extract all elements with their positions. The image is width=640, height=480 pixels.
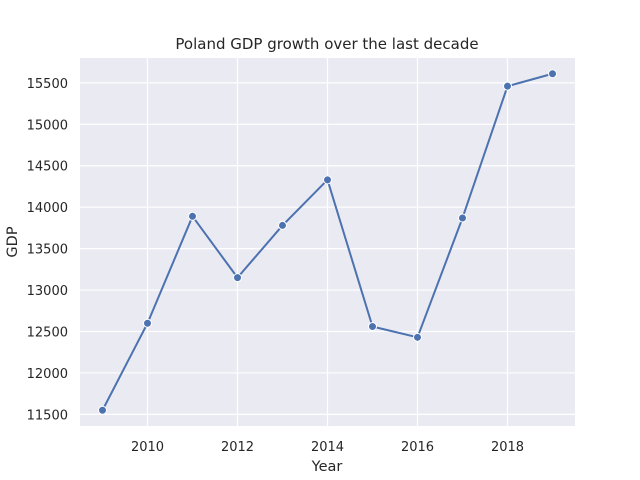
y-tick-label: 12500: [27, 326, 68, 341]
data-point: [548, 69, 557, 79]
x-tick-label: 2010: [131, 440, 164, 455]
data-point: [458, 213, 467, 223]
data-point: [188, 211, 197, 221]
data-point: [233, 273, 242, 283]
y-tick-label: 14500: [27, 160, 68, 175]
y-tick-label: 11500: [27, 408, 68, 423]
y-tick-label: 13000: [27, 284, 68, 299]
x-tick-labels: 2010 2012 2014 2016 2018: [131, 440, 524, 455]
x-tick-label: 2016: [401, 440, 434, 455]
y-tick-label: 15500: [27, 77, 68, 92]
data-point: [413, 332, 422, 342]
y-tick-labels: 11500 12000 12500 13000 13500 14000 14500 15000…: [27, 77, 68, 424]
y-tick-label: 14000: [27, 201, 68, 216]
data-point: [368, 322, 377, 332]
x-tick-label: 2012: [221, 440, 254, 455]
x-gridlines: [146, 58, 509, 426]
data-point: [98, 405, 107, 415]
x-tick-label: 2018: [491, 440, 524, 455]
data-point: [143, 318, 152, 328]
data-point: [278, 220, 287, 230]
data-point: [503, 81, 512, 91]
x-tick-label: 2014: [311, 440, 344, 455]
series-layer: [98, 69, 557, 415]
y-axis-title: GDP: [5, 226, 21, 257]
y-tick-label: 12000: [27, 367, 68, 382]
x-axis-title: Year: [311, 459, 343, 475]
y-tick-label: 15000: [27, 118, 68, 133]
chart-title: Poland GDP growth over the last decade: [175, 35, 478, 53]
data-point: [323, 175, 332, 185]
y-tick-label: 13500: [27, 243, 68, 258]
